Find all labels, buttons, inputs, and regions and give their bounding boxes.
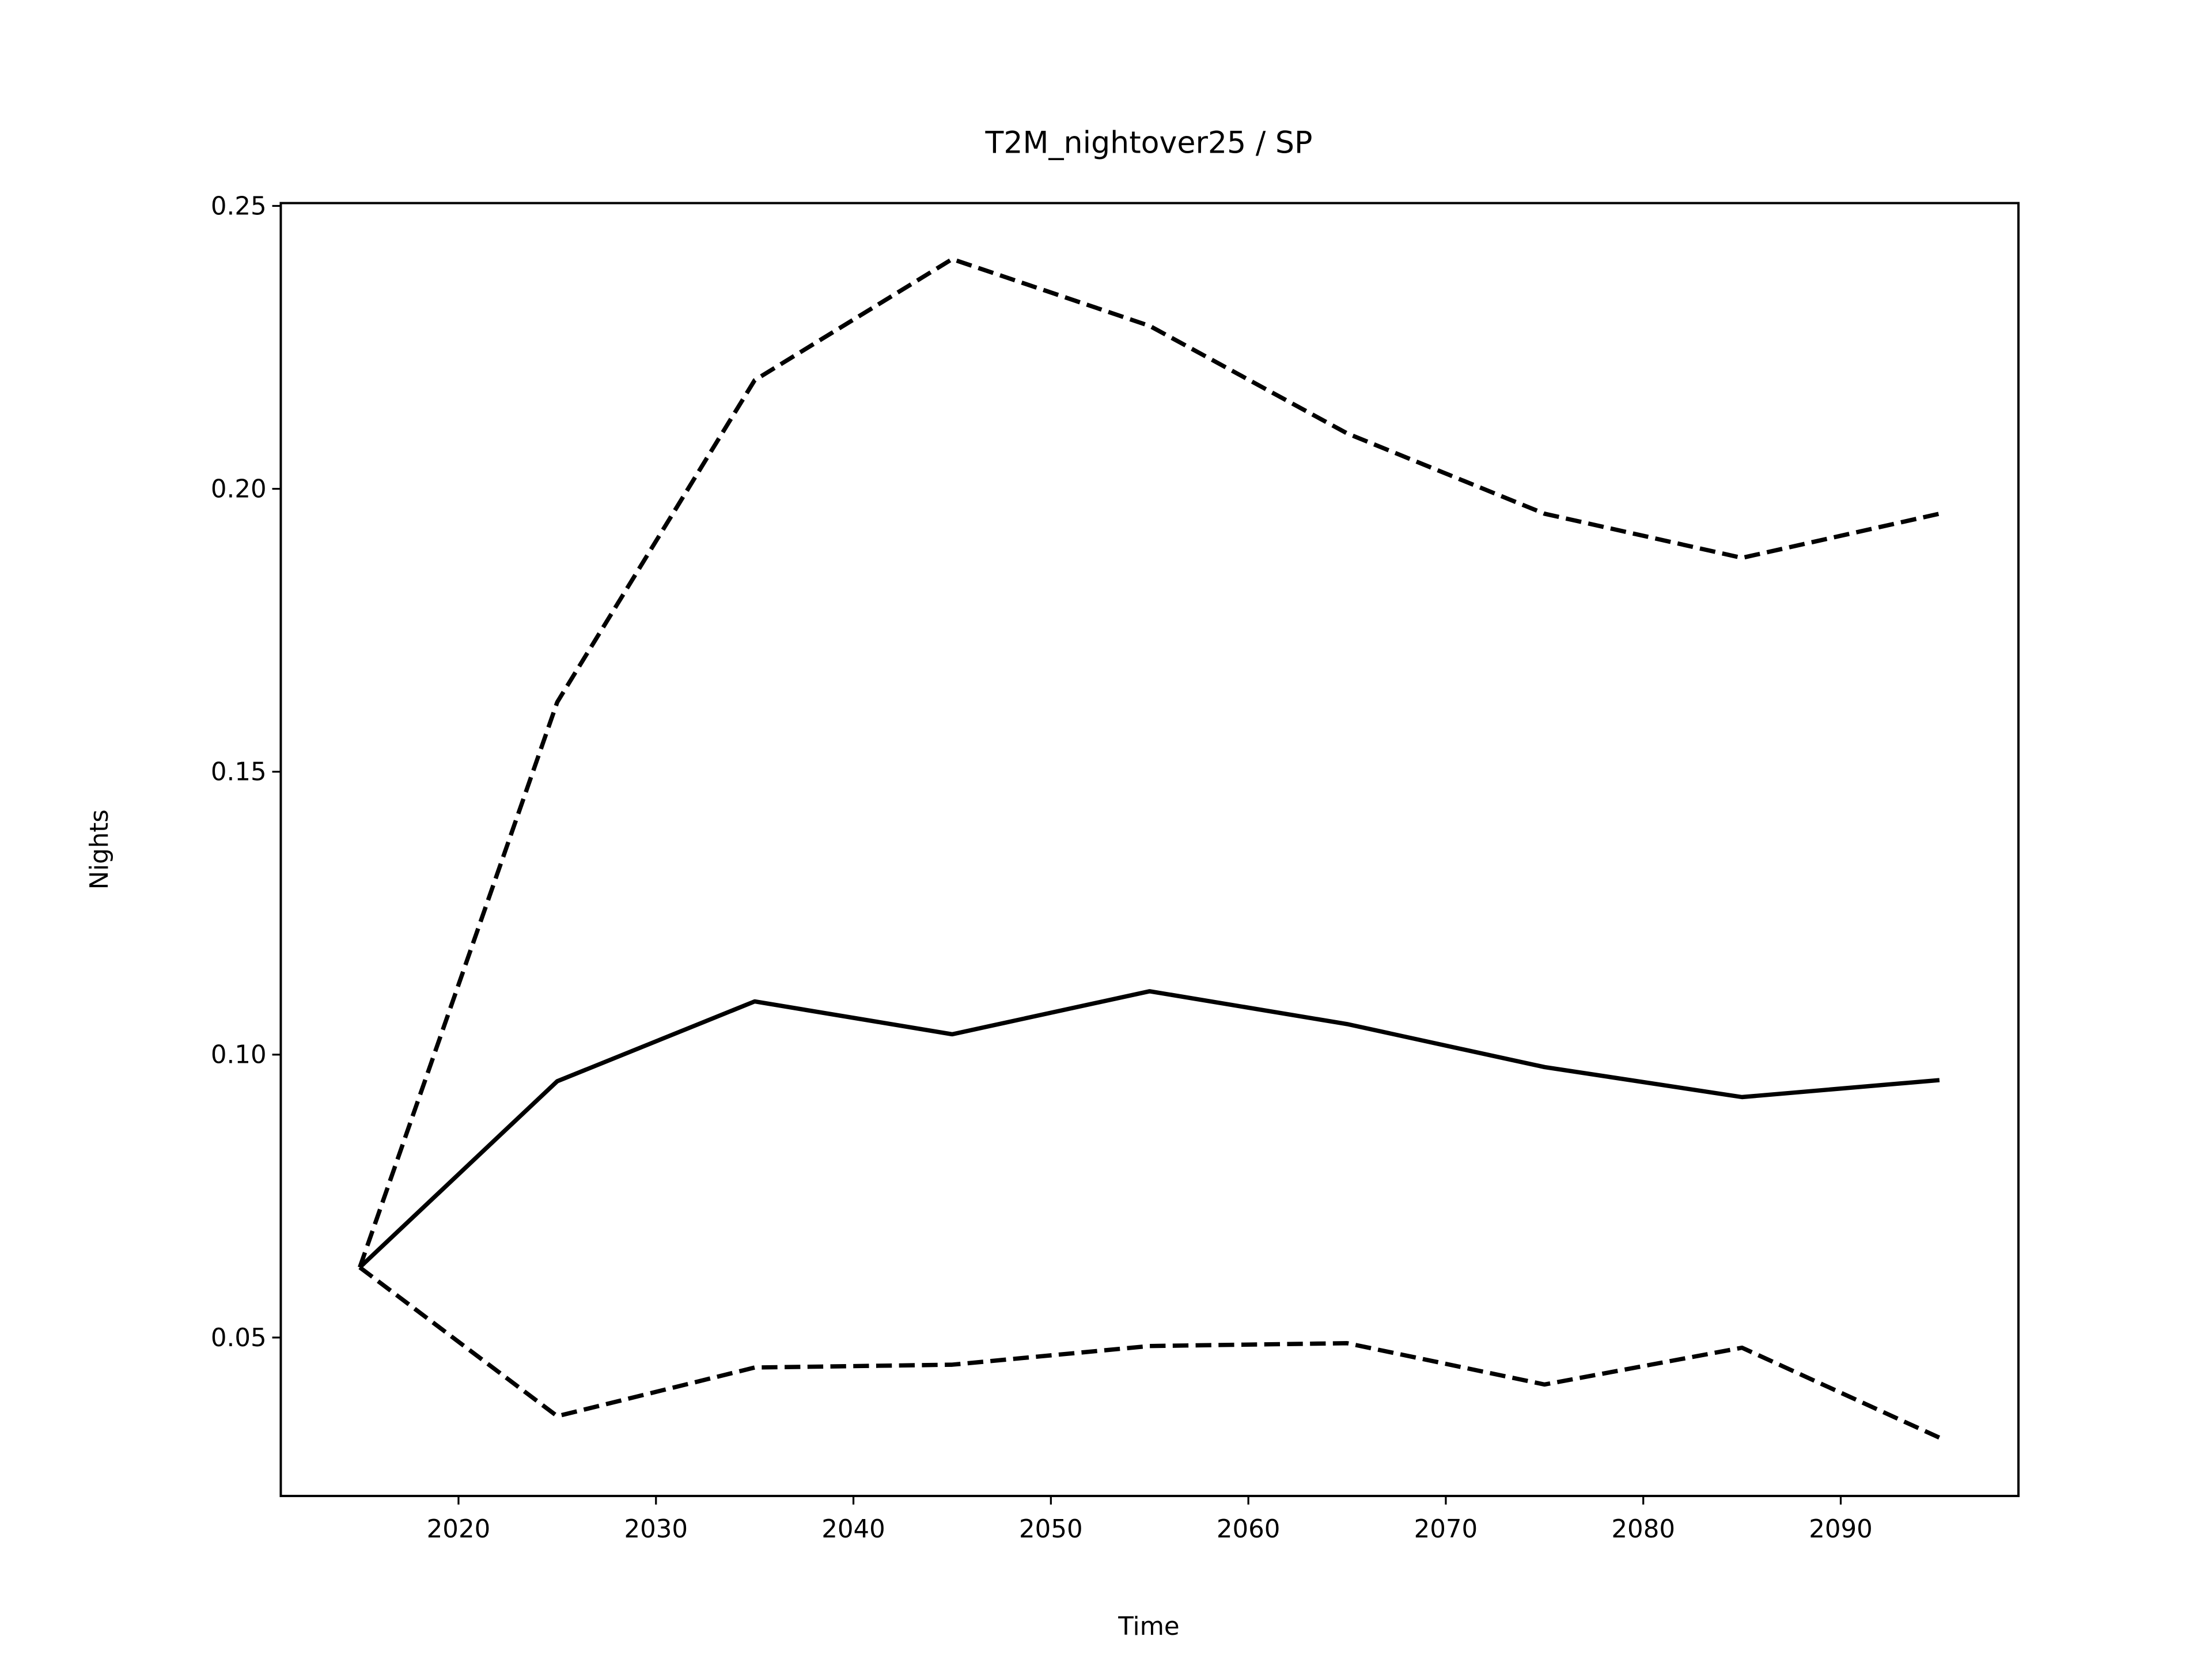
x-tick-label: 2020 — [427, 1515, 491, 1544]
chart-title: T2M_nightover25 / SP — [985, 126, 1313, 161]
y-axis-label: Nights — [85, 809, 114, 889]
plot-frame — [279, 202, 2020, 1497]
x-axis-label: Time — [1118, 1612, 1179, 1641]
y-tick-label: 0.05 — [211, 1324, 267, 1353]
x-tick-label: 2040 — [821, 1515, 885, 1544]
x-tick-label: 2030 — [624, 1515, 688, 1544]
x-tick-label: 2090 — [1809, 1515, 1873, 1544]
x-tick-label: 2080 — [1611, 1515, 1675, 1544]
y-tick-label: 0.15 — [211, 758, 267, 787]
series-line — [358, 1266, 1941, 1440]
x-tick-label: 2070 — [1414, 1515, 1478, 1544]
x-tick-label: 2060 — [1217, 1515, 1281, 1544]
x-tick-label: 2050 — [1019, 1515, 1083, 1544]
y-tick-label: 0.10 — [211, 1041, 267, 1070]
series-line — [358, 989, 1940, 1269]
y-tick-label: 0.25 — [211, 192, 267, 221]
series-line — [358, 257, 1940, 1268]
y-tick-label: 0.20 — [211, 475, 267, 503]
